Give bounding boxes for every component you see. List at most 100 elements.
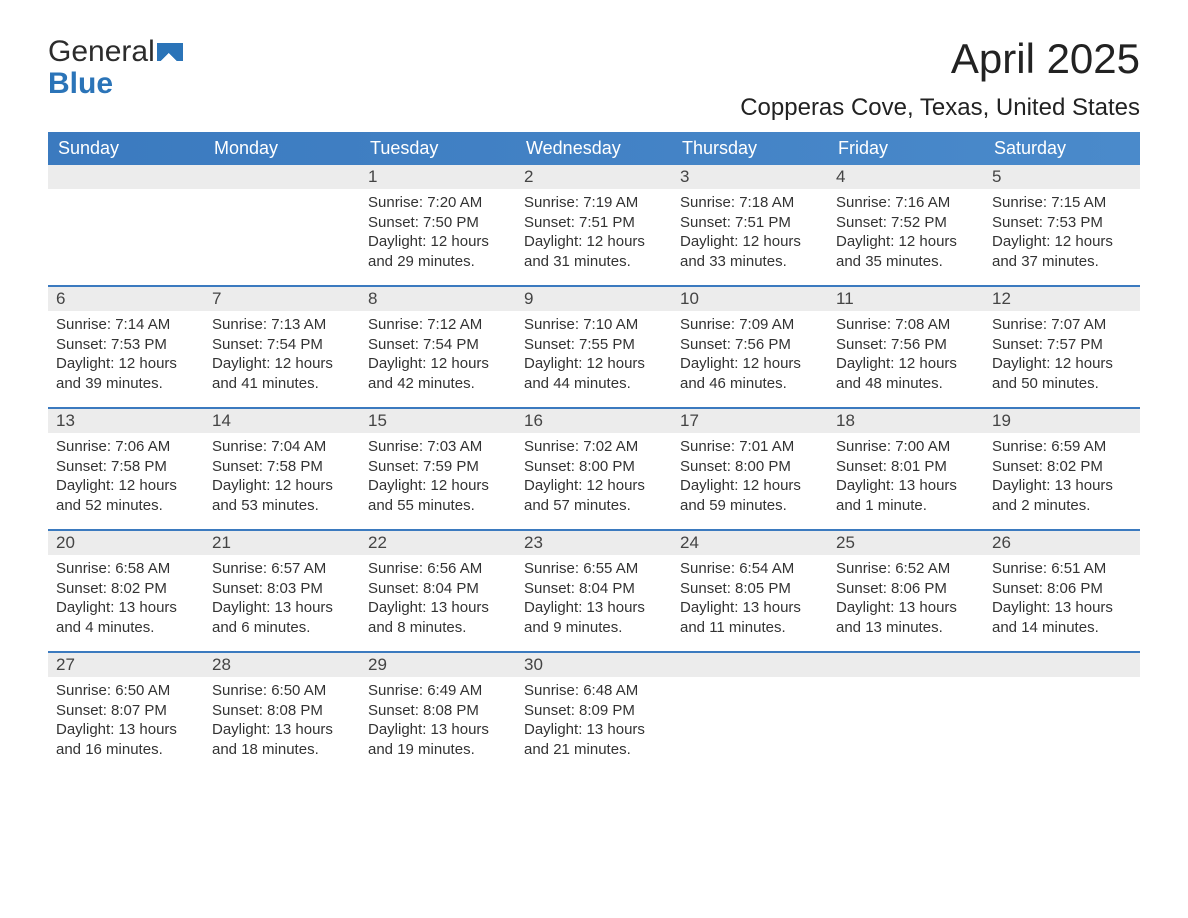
sunrise-label: Sunrise: 6:57 AM (212, 559, 352, 579)
sunrise-label: Sunrise: 7:02 AM (524, 437, 664, 457)
sunrise-label: Sunrise: 7:06 AM (56, 437, 196, 457)
daylight-label: Daylight: 13 hours and 21 minutes. (524, 720, 664, 759)
day-cell: Sunrise: 7:04 AMSunset: 7:58 PMDaylight:… (204, 433, 360, 529)
day-cell: Sunrise: 7:18 AMSunset: 7:51 PMDaylight:… (672, 189, 828, 285)
sunrise-label: Sunrise: 6:48 AM (524, 681, 664, 701)
sunset-label: Sunset: 7:50 PM (368, 213, 508, 233)
day-number: 25 (828, 531, 984, 555)
day-number: 23 (516, 531, 672, 555)
daylight-label: Daylight: 12 hours and 39 minutes. (56, 354, 196, 393)
logo: General Blue (48, 36, 183, 99)
sunset-label: Sunset: 7:54 PM (212, 335, 352, 355)
day-cell: Sunrise: 7:19 AMSunset: 7:51 PMDaylight:… (516, 189, 672, 285)
sunrise-label: Sunrise: 7:14 AM (56, 315, 196, 335)
sunrise-label: Sunrise: 7:03 AM (368, 437, 508, 457)
day-number: 10 (672, 287, 828, 311)
day-cell: Sunrise: 7:13 AMSunset: 7:54 PMDaylight:… (204, 311, 360, 407)
day-cell (204, 189, 360, 285)
daylight-label: Daylight: 12 hours and 44 minutes. (524, 354, 664, 393)
daylight-label: Daylight: 13 hours and 9 minutes. (524, 598, 664, 637)
day-number: 4 (828, 165, 984, 189)
sunset-label: Sunset: 8:01 PM (836, 457, 976, 477)
daylight-label: Daylight: 13 hours and 8 minutes. (368, 598, 508, 637)
sunset-label: Sunset: 8:00 PM (524, 457, 664, 477)
day-number: 6 (48, 287, 204, 311)
sunset-label: Sunset: 7:55 PM (524, 335, 664, 355)
sunrise-label: Sunrise: 7:20 AM (368, 193, 508, 213)
day-cell: Sunrise: 7:08 AMSunset: 7:56 PMDaylight:… (828, 311, 984, 407)
calendar-body: 12345Sunrise: 7:20 AMSunset: 7:50 PMDayl… (48, 165, 1140, 773)
day-number: 1 (360, 165, 516, 189)
sunset-label: Sunset: 8:02 PM (56, 579, 196, 599)
page-title: April 2025 (740, 36, 1140, 82)
day-cell: Sunrise: 7:06 AMSunset: 7:58 PMDaylight:… (48, 433, 204, 529)
day-cell: Sunrise: 6:57 AMSunset: 8:03 PMDaylight:… (204, 555, 360, 651)
daylight-label: Daylight: 13 hours and 19 minutes. (368, 720, 508, 759)
day-number: 11 (828, 287, 984, 311)
day-cell: Sunrise: 7:02 AMSunset: 8:00 PMDaylight:… (516, 433, 672, 529)
day-number: 9 (516, 287, 672, 311)
day-cell: Sunrise: 6:51 AMSunset: 8:06 PMDaylight:… (984, 555, 1140, 651)
sunrise-label: Sunrise: 7:12 AM (368, 315, 508, 335)
day-number: 5 (984, 165, 1140, 189)
sunset-label: Sunset: 7:57 PM (992, 335, 1132, 355)
sunrise-label: Sunrise: 6:56 AM (368, 559, 508, 579)
sunset-label: Sunset: 8:00 PM (680, 457, 820, 477)
sunset-label: Sunset: 7:53 PM (56, 335, 196, 355)
weekday-header: Sunday (48, 132, 204, 165)
sunset-label: Sunset: 7:53 PM (992, 213, 1132, 233)
week-detail-row: Sunrise: 6:50 AMSunset: 8:07 PMDaylight:… (48, 677, 1140, 773)
day-number: 8 (360, 287, 516, 311)
sunrise-label: Sunrise: 6:52 AM (836, 559, 976, 579)
sunrise-label: Sunrise: 7:09 AM (680, 315, 820, 335)
daylight-label: Daylight: 13 hours and 18 minutes. (212, 720, 352, 759)
sunset-label: Sunset: 8:07 PM (56, 701, 196, 721)
day-number: 24 (672, 531, 828, 555)
day-cell: Sunrise: 7:16 AMSunset: 7:52 PMDaylight:… (828, 189, 984, 285)
day-cell: Sunrise: 6:49 AMSunset: 8:08 PMDaylight:… (360, 677, 516, 773)
daylight-label: Daylight: 13 hours and 16 minutes. (56, 720, 196, 759)
sunrise-label: Sunrise: 6:55 AM (524, 559, 664, 579)
sunrise-label: Sunrise: 6:50 AM (212, 681, 352, 701)
daylight-label: Daylight: 13 hours and 6 minutes. (212, 598, 352, 637)
weekday-header: Tuesday (360, 132, 516, 165)
logo-word1: General (48, 36, 155, 68)
daylight-label: Daylight: 12 hours and 35 minutes. (836, 232, 976, 271)
daylight-label: Daylight: 12 hours and 41 minutes. (212, 354, 352, 393)
day-number: 19 (984, 409, 1140, 433)
day-number (48, 165, 204, 189)
sunset-label: Sunset: 7:51 PM (680, 213, 820, 233)
sunrise-label: Sunrise: 7:15 AM (992, 193, 1132, 213)
day-number: 3 (672, 165, 828, 189)
daylight-label: Daylight: 12 hours and 46 minutes. (680, 354, 820, 393)
day-cell: Sunrise: 7:15 AMSunset: 7:53 PMDaylight:… (984, 189, 1140, 285)
sunrise-label: Sunrise: 7:04 AM (212, 437, 352, 457)
calendar: SundayMondayTuesdayWednesdayThursdayFrid… (48, 132, 1140, 773)
day-number (984, 653, 1140, 677)
daylight-label: Daylight: 12 hours and 55 minutes. (368, 476, 508, 515)
weekday-header: Thursday (672, 132, 828, 165)
sunset-label: Sunset: 7:52 PM (836, 213, 976, 233)
daylight-label: Daylight: 12 hours and 50 minutes. (992, 354, 1132, 393)
sunrise-label: Sunrise: 7:01 AM (680, 437, 820, 457)
day-cell: Sunrise: 7:00 AMSunset: 8:01 PMDaylight:… (828, 433, 984, 529)
sunrise-label: Sunrise: 7:07 AM (992, 315, 1132, 335)
day-number: 28 (204, 653, 360, 677)
weekday-header: Friday (828, 132, 984, 165)
sunset-label: Sunset: 7:54 PM (368, 335, 508, 355)
day-number: 13 (48, 409, 204, 433)
sunset-label: Sunset: 8:09 PM (524, 701, 664, 721)
sunset-label: Sunset: 8:03 PM (212, 579, 352, 599)
day-cell: Sunrise: 6:59 AMSunset: 8:02 PMDaylight:… (984, 433, 1140, 529)
logo-word2: Blue (48, 67, 113, 100)
header-bar: General Blue April 2025 Copperas Cove, T… (48, 36, 1140, 122)
daylight-label: Daylight: 12 hours and 33 minutes. (680, 232, 820, 271)
day-cell: Sunrise: 6:54 AMSunset: 8:05 PMDaylight:… (672, 555, 828, 651)
sunset-label: Sunset: 8:05 PM (680, 579, 820, 599)
day-number: 17 (672, 409, 828, 433)
sunset-label: Sunset: 8:04 PM (368, 579, 508, 599)
daylight-label: Daylight: 12 hours and 57 minutes. (524, 476, 664, 515)
day-number: 12 (984, 287, 1140, 311)
week-detail-row: Sunrise: 7:14 AMSunset: 7:53 PMDaylight:… (48, 311, 1140, 407)
day-cell (828, 677, 984, 773)
